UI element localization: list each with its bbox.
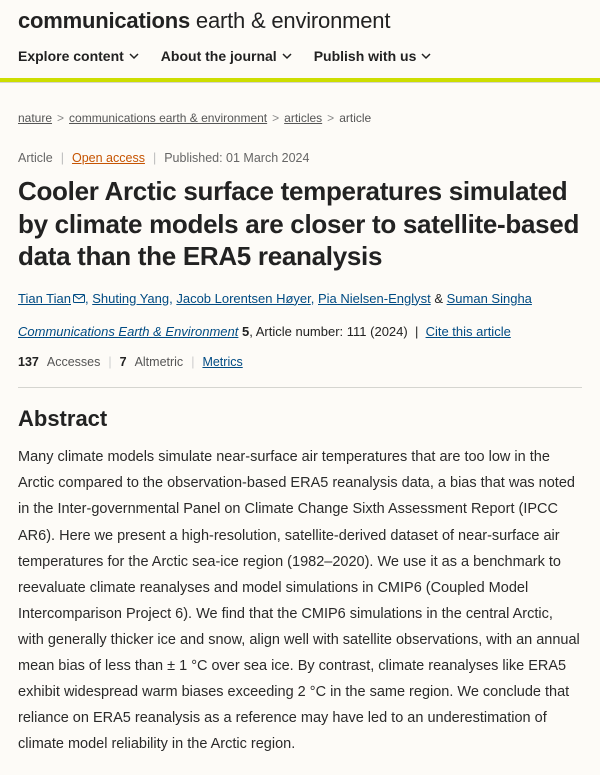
nav-explore[interactable]: Explore content (18, 48, 139, 64)
accesses-count: 137 (18, 355, 39, 369)
accesses-label: Accesses (47, 355, 101, 369)
altmetric-label: Altmetric (135, 355, 184, 369)
journal-brand[interactable]: communications earth & environment (18, 0, 582, 34)
brand-bold: communications (18, 8, 190, 33)
nav-about[interactable]: About the journal (161, 48, 292, 64)
citation-line: Communications Earth & Environment 5, Ar… (18, 310, 582, 341)
published-date: Published: 01 March 2024 (164, 151, 309, 165)
author-link[interactable]: Jacob Lorentsen Høyer (176, 291, 310, 306)
citation-journal[interactable]: Communications Earth & Environment (18, 324, 238, 339)
cite-article-link[interactable]: Cite this article (426, 324, 511, 339)
top-nav: Explore content About the journal Publis… (18, 34, 582, 74)
nav-explore-label: Explore content (18, 48, 124, 64)
abstract-heading: Abstract (18, 406, 582, 444)
citation-artnum: , Article number: 111 (2024) (249, 324, 408, 339)
metrics-link[interactable]: Metrics (202, 355, 242, 369)
chevron-down-icon (129, 51, 139, 61)
author-link[interactable]: Tian Tian (18, 291, 71, 306)
article-title: Cooler Arctic surface temperatures simul… (18, 175, 582, 289)
crumb-current: article (339, 111, 371, 125)
chevron-down-icon (282, 51, 292, 61)
article-meta: Article | Open access | Published: 01 Ma… (18, 129, 582, 175)
author-link[interactable]: Suman Singha (447, 291, 532, 306)
section-divider (18, 387, 582, 388)
stats-divider: | (191, 355, 194, 369)
stats-divider: | (108, 355, 111, 369)
crumb-nature[interactable]: nature (18, 111, 52, 125)
divider-line (0, 82, 600, 83)
author-link[interactable]: Pia Nielsen-Englyst (318, 291, 431, 306)
breadcrumb: nature > communications earth & environm… (18, 97, 582, 129)
altmetric-count: 7 (120, 355, 127, 369)
nav-publish-label: Publish with us (314, 48, 417, 64)
chevron-right-icon: > (327, 111, 334, 125)
nav-publish[interactable]: Publish with us (314, 48, 432, 64)
nav-about-label: About the journal (161, 48, 277, 64)
article-type: Article (18, 151, 53, 165)
crumb-journal[interactable]: communications earth & environment (69, 111, 267, 125)
chevron-right-icon: > (57, 111, 64, 125)
meta-divider: | (153, 151, 156, 165)
author-list: Tian Tian, Shuting Yang, Jacob Lorentsen… (18, 289, 582, 311)
author-link[interactable]: Shuting Yang (92, 291, 169, 306)
crumb-articles[interactable]: articles (284, 111, 322, 125)
article-stats: 137 Accesses | 7 Altmetric | Metrics (18, 341, 582, 369)
brand-light: earth & environment (190, 8, 390, 33)
open-access-badge[interactable]: Open access (72, 151, 145, 165)
mail-icon[interactable] (73, 290, 85, 311)
chevron-down-icon (421, 51, 431, 61)
abstract-text: Many climate models simulate near-surfac… (18, 444, 582, 757)
chevron-right-icon: > (272, 111, 279, 125)
meta-divider: | (61, 151, 64, 165)
